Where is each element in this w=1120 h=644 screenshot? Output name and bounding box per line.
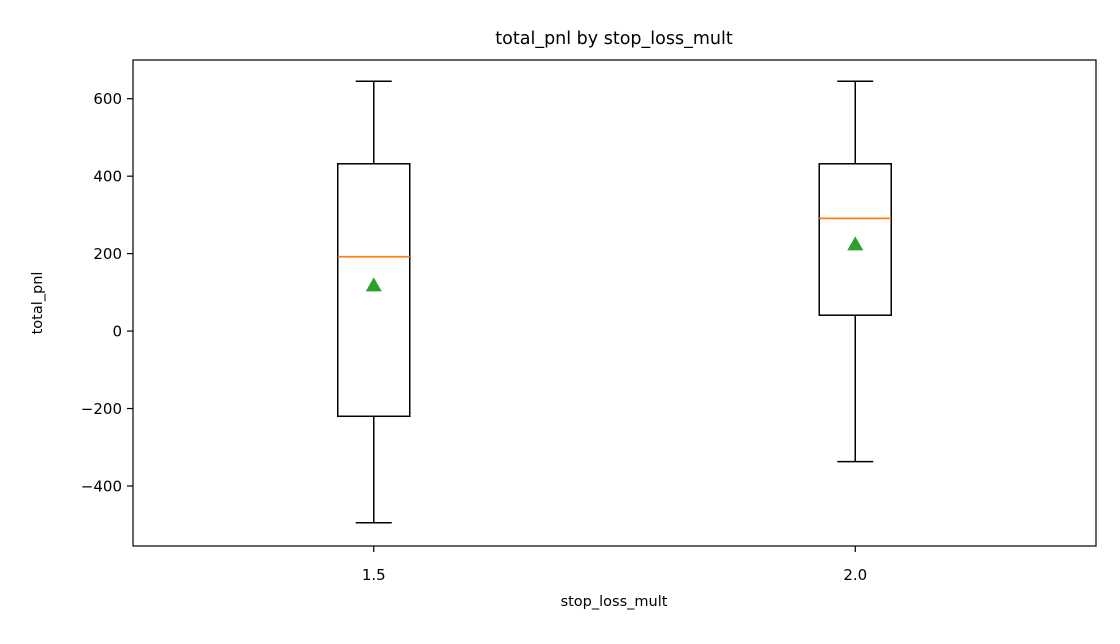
mean-marker — [365, 277, 382, 292]
boxes-layer — [337, 80, 892, 524]
x-axis-label: stop_loss_mult — [561, 594, 668, 610]
y-axis: −400 −200 0 200 400 600 — [81, 90, 133, 495]
y-axis-label: total_pnl — [30, 272, 46, 335]
chart-title: total_pnl by stop_loss_mult — [495, 29, 733, 49]
x-tick-label: 1.5 — [362, 566, 386, 584]
box-group — [818, 80, 892, 463]
y-tick-label: −400 — [81, 477, 122, 495]
y-tick-label: −200 — [81, 400, 122, 418]
y-tick-label: 0 — [112, 323, 122, 341]
x-tick-label: 2.0 — [843, 566, 867, 584]
iqr-box — [818, 163, 892, 316]
y-tick-label: 200 — [93, 245, 122, 263]
y-tick-label: 400 — [93, 168, 122, 186]
mean-marker — [847, 236, 864, 251]
y-tick-label: 600 — [93, 90, 122, 108]
plot-frame — [132, 59, 1097, 547]
x-axis: 1.5 2.0 — [362, 546, 867, 584]
iqr-box — [337, 163, 411, 418]
box-group — [337, 80, 411, 524]
